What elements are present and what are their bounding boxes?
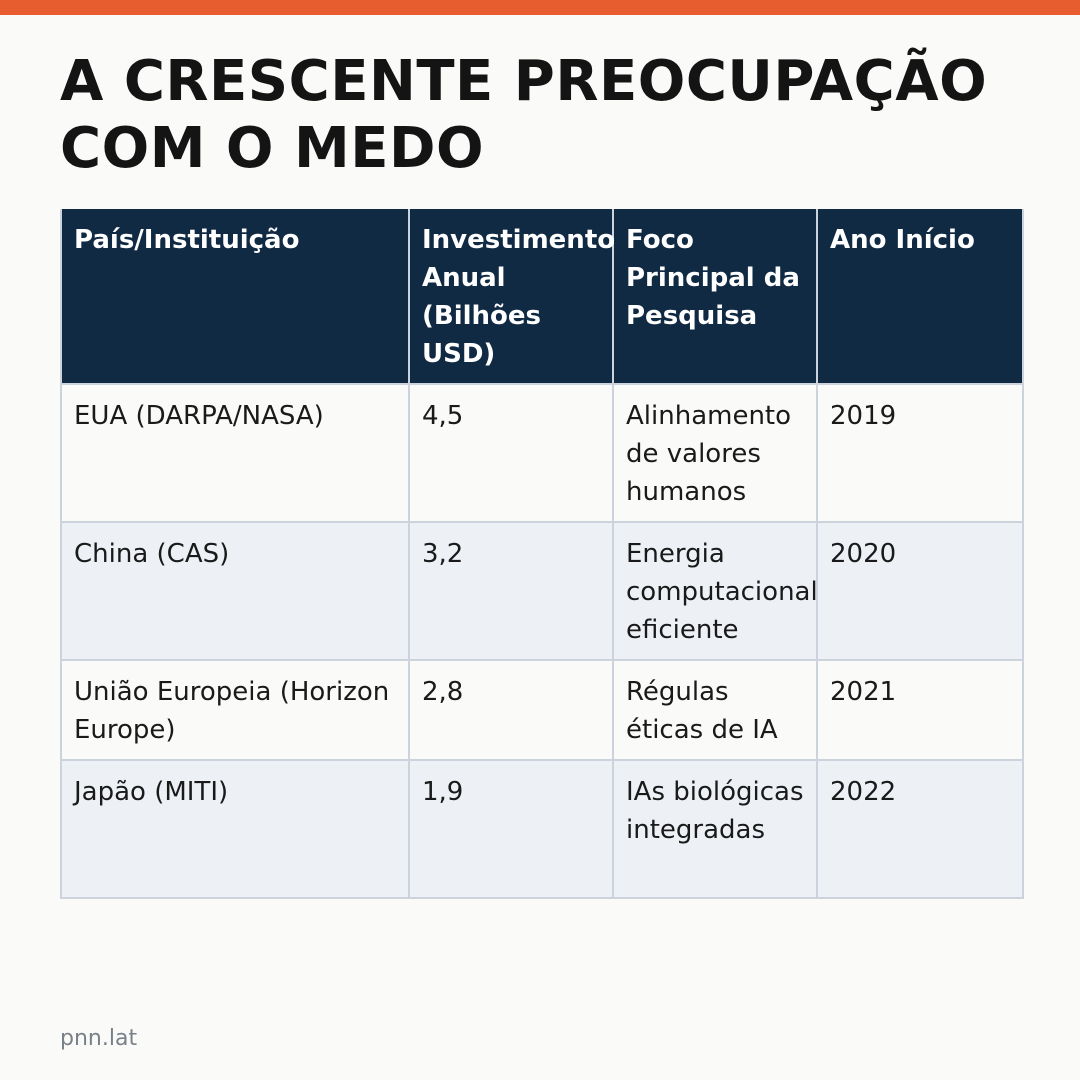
header-annual-investment: Investimento Anual (Bilhões USD) (408, 209, 615, 385)
table-body: EUA (DARPA/NASA) 4,5 Alinhamento de valo… (60, 383, 1024, 899)
table-row: Japão (MITI) 1,9 IAs biológicas integrad… (60, 759, 1024, 899)
table-row: China (CAS) 3,2 Energia computacional ef… (60, 521, 1024, 661)
cell-start-year: 2020 (816, 521, 1024, 661)
cell-start-year: 2019 (816, 383, 1024, 523)
cell-start-year: 2021 (816, 659, 1024, 761)
table-header: País/Instituição Investimento Anual (Bil… (60, 209, 1024, 385)
cell-research-focus: Régulas éticas de IA (612, 659, 818, 761)
cell-annual-investment: 1,9 (408, 759, 614, 899)
cell-start-year: 2022 (816, 759, 1024, 899)
cell-annual-investment: 3,2 (408, 521, 614, 661)
cell-country-institution: Japão (MITI) (60, 759, 410, 899)
cell-research-focus: IAs biológicas integradas (612, 759, 818, 899)
accent-top-bar (0, 0, 1080, 15)
header-country-institution: País/Instituição (60, 209, 410, 385)
cell-country-institution: União Europeia (Horizon Europe) (60, 659, 410, 761)
footer-source: pnn.lat (60, 1026, 138, 1051)
cell-research-focus: Alinhamento de valores humanos (612, 383, 818, 523)
table-row: EUA (DARPA/NASA) 4,5 Alinhamento de valo… (60, 383, 1024, 523)
page-title: A CRESCENTE PREOCUPAÇÃO COM O MEDO (60, 49, 988, 181)
table-header-row: País/Instituição Investimento Anual (Bil… (60, 209, 1024, 385)
header-research-focus: Foco Principal da Pesquisa (612, 209, 818, 385)
header-start-year: Ano Início (816, 209, 1024, 385)
cell-research-focus: Energia computacional eficiente (612, 521, 818, 661)
cell-annual-investment: 2,8 (408, 659, 614, 761)
cell-country-institution: EUA (DARPA/NASA) (60, 383, 410, 523)
cell-country-institution: China (CAS) (60, 521, 410, 661)
investment-table: País/Instituição Investimento Anual (Bil… (60, 209, 1024, 899)
table-row: União Europeia (Horizon Europe) 2,8 Régu… (60, 659, 1024, 761)
cell-annual-investment: 4,5 (408, 383, 614, 523)
